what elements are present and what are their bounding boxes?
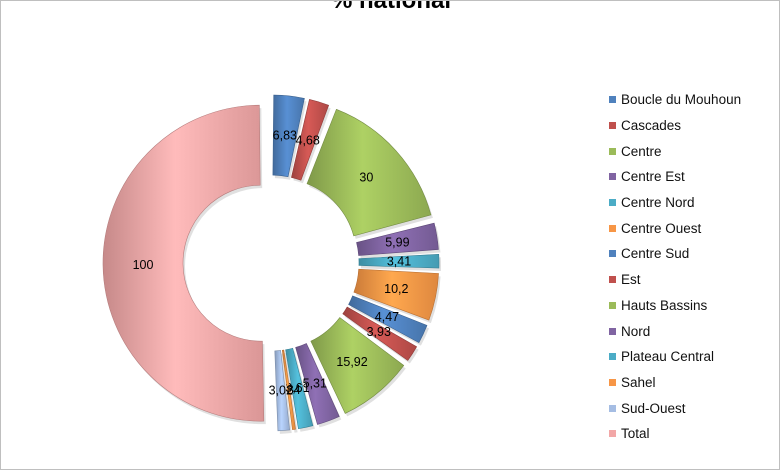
legend-swatch bbox=[609, 430, 616, 438]
slice-sud-ouest bbox=[274, 350, 291, 432]
slice-nord bbox=[295, 343, 340, 425]
legend-item-centre-ouest: Centre Ouest bbox=[609, 215, 777, 241]
slice-cascades bbox=[291, 99, 330, 181]
legend-label: Plateau Central bbox=[621, 349, 715, 365]
legend-swatch bbox=[609, 276, 616, 284]
slice-boucle-du-mouhoun bbox=[272, 94, 305, 178]
slice-centre-ouest bbox=[353, 268, 439, 321]
data-label-centre-est: 5,99 bbox=[385, 236, 409, 250]
data-label-centre: 30 bbox=[359, 171, 373, 185]
legend-item-nord: Nord bbox=[609, 318, 777, 344]
slice-centre-sud bbox=[348, 295, 428, 344]
slice-total bbox=[102, 104, 265, 422]
legend-item-hauts-bassins: Hauts Bassins bbox=[609, 293, 777, 319]
slice-shadow-sahel bbox=[284, 353, 298, 433]
legend-swatch bbox=[609, 122, 616, 130]
chart-title: % national bbox=[330, 0, 451, 14]
slice-plateau-central bbox=[285, 347, 314, 430]
legend-item-centre-sud: Centre Sud bbox=[609, 241, 777, 267]
legend-label: Cascades bbox=[621, 118, 682, 134]
data-label-centre-sud: 4,47 bbox=[375, 310, 399, 324]
legend-swatch bbox=[609, 353, 616, 361]
slice-sahel bbox=[281, 349, 296, 430]
legend-label: Sahel bbox=[621, 374, 656, 390]
data-label-nord: 5,31 bbox=[303, 376, 327, 390]
legend-label: Total bbox=[621, 426, 650, 442]
legend-item-sud-ouest: Sud-Ouest bbox=[609, 395, 777, 421]
legend-swatch bbox=[609, 404, 616, 412]
legend-label: Nord bbox=[621, 323, 651, 339]
legend-item-cascades: Cascades bbox=[609, 113, 777, 139]
legend-item-total: Total bbox=[609, 421, 777, 447]
data-label-hauts-bassins: 15,92 bbox=[336, 355, 367, 369]
legend-swatch bbox=[609, 147, 616, 155]
data-label-est: 3,93 bbox=[367, 325, 391, 339]
legend-item-plateau-central: Plateau Central bbox=[609, 344, 777, 370]
legend-label: Centre bbox=[621, 143, 662, 159]
legend-label: Sud-Ouest bbox=[621, 400, 686, 416]
slice-centre-nord bbox=[358, 253, 440, 269]
legend-label: Hauts Bassins bbox=[621, 297, 708, 313]
legend-swatch bbox=[609, 96, 616, 104]
data-label-centre-nord: 3,41 bbox=[387, 255, 411, 269]
slice-hauts-bassins bbox=[310, 317, 405, 414]
slice-centre bbox=[306, 108, 432, 237]
legend-item-boucle-du-mouhoun: Boucle du Mouhoun bbox=[609, 87, 777, 113]
legend-item-sahel: Sahel bbox=[609, 370, 777, 396]
legend-item-centre-nord: Centre Nord bbox=[609, 190, 777, 216]
data-label-centre-ouest: 10,2 bbox=[384, 282, 408, 296]
legend-label: Boucle du Mouhoun bbox=[621, 92, 742, 108]
legend-swatch bbox=[609, 173, 616, 181]
data-label-plateau-central: 3,61 bbox=[285, 381, 309, 395]
legend-item-centre: Centre bbox=[609, 138, 777, 164]
data-label-boucle-du-mouhoun: 6,83 bbox=[273, 129, 297, 143]
legend-label: Est bbox=[621, 272, 641, 288]
legend-label: Centre Est bbox=[621, 169, 685, 185]
legend-label: Centre Nord bbox=[621, 195, 695, 211]
legend-label: Centre Sud bbox=[621, 246, 690, 262]
legend-item-centre-est: Centre Est bbox=[609, 164, 777, 190]
data-label-sud-ouest: 3,02 bbox=[269, 384, 293, 398]
data-label-total: 100 bbox=[133, 258, 154, 272]
legend-swatch bbox=[609, 199, 616, 207]
slice-est bbox=[342, 306, 418, 361]
legend-swatch bbox=[609, 224, 616, 232]
legend-swatch bbox=[609, 301, 616, 309]
legend-label: Centre Ouest bbox=[621, 220, 702, 236]
legend-swatch bbox=[609, 250, 616, 258]
slice-centre-est bbox=[356, 222, 439, 256]
legend-swatch bbox=[609, 378, 616, 386]
legend-swatch bbox=[609, 327, 616, 335]
data-label-cascades: 4,68 bbox=[296, 133, 320, 147]
legend: Boucle du Mouhoun Cascades Centre Centre Es… bbox=[609, 87, 777, 447]
legend-item-est: Est bbox=[609, 267, 777, 293]
